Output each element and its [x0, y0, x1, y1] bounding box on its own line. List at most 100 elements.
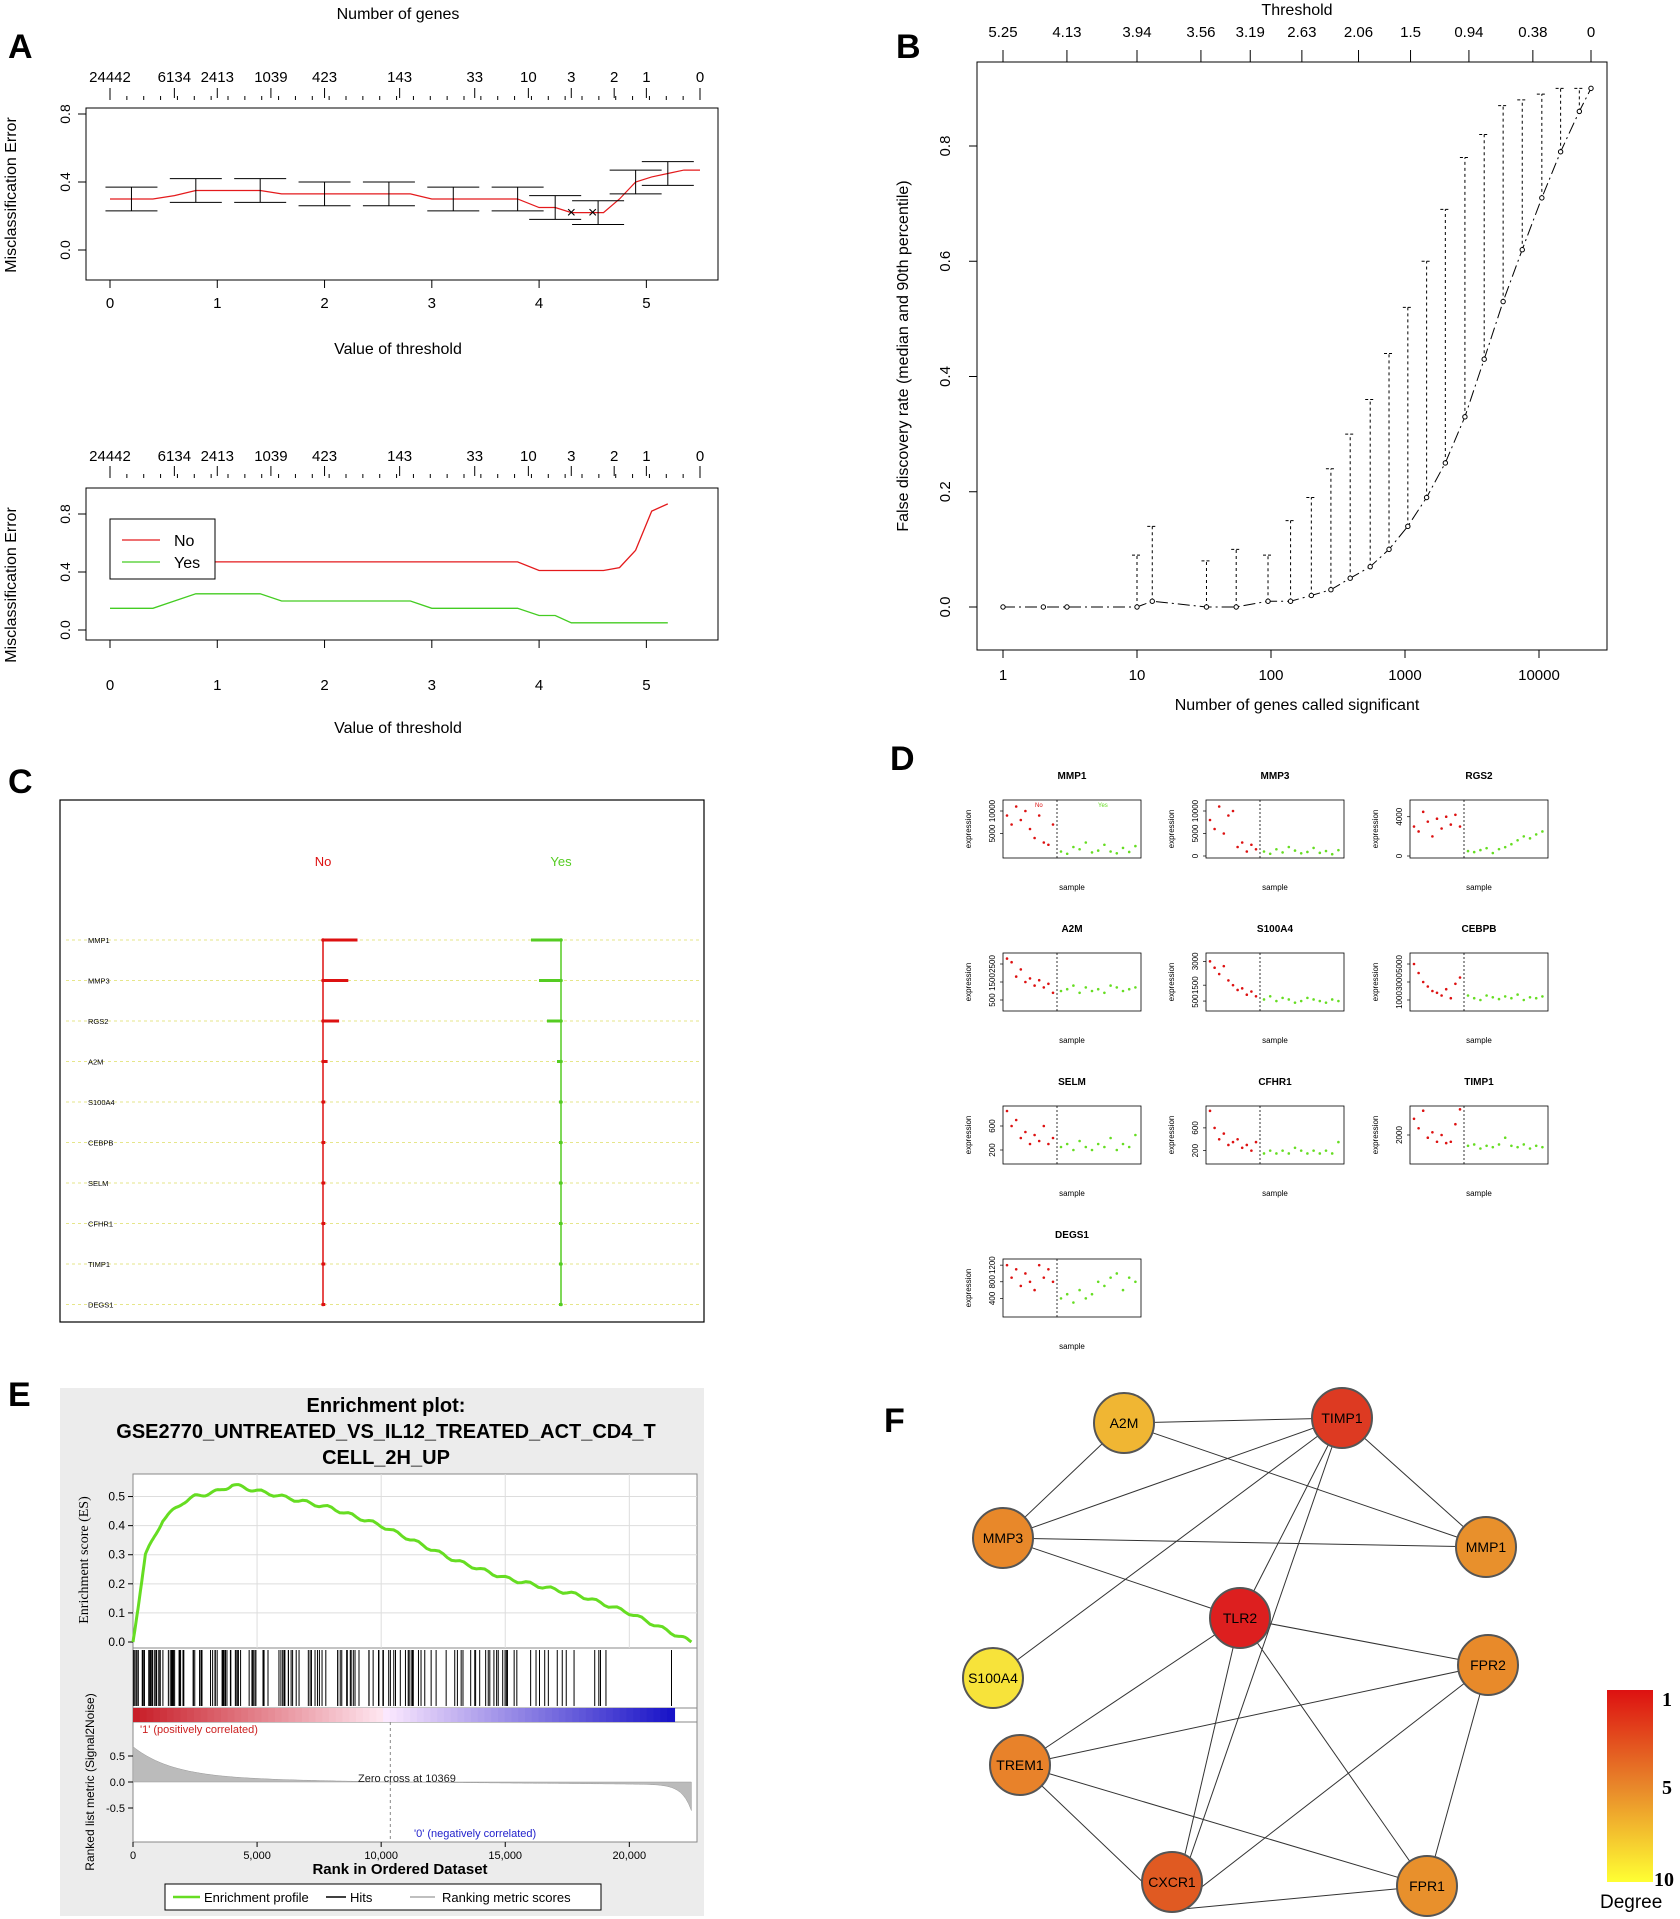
y-tick-label: 0.0 — [937, 597, 954, 618]
degree-title: Degree — [1600, 1892, 1662, 1913]
top-tick-label: 1 — [642, 448, 650, 465]
yes-sample-point — [1473, 1143, 1476, 1146]
no-sample-point — [1241, 841, 1244, 844]
gene-title: DEGS1 — [1055, 1230, 1089, 1241]
top-tick-label: 3.94 — [1122, 24, 1151, 41]
y-tick-label: 1000 — [1395, 991, 1404, 1009]
top-tick-label: 0 — [696, 69, 704, 86]
yes-sample-point — [1085, 1297, 1088, 1300]
y-axis-label: expression — [964, 963, 973, 1002]
top-tick-label: 1039 — [254, 69, 287, 86]
yes-sample-point — [1072, 1149, 1075, 1152]
no-sample-point — [1015, 1268, 1018, 1271]
gene-label: DEGS1 — [88, 1301, 113, 1310]
yes-sample-point — [1269, 995, 1272, 998]
edge-mmp3-tlr2 — [1003, 1538, 1240, 1618]
no-sample-point — [1422, 1109, 1425, 1112]
gene-title: MMP1 — [1058, 771, 1087, 782]
gene-label: CFHR1 — [88, 1220, 113, 1229]
x-tick-label: 1 — [999, 667, 1007, 684]
no-sample-point — [1033, 1289, 1036, 1292]
no-sample-point — [1450, 1140, 1453, 1143]
yes-sample-point — [1312, 998, 1315, 1001]
rank-y-tick-label: 0.5 — [110, 1751, 125, 1763]
yes-sample-point — [1504, 1136, 1507, 1139]
plot-frame — [1003, 1106, 1141, 1164]
plot-frame — [1410, 1106, 1548, 1164]
expression-plot-degs1: DEGS1expressionsample4008001200 — [964, 1230, 1141, 1351]
y-tick-label: 200 — [1191, 1143, 1200, 1157]
top-tick-label: 143 — [387, 448, 412, 465]
top-tick-label: 10 — [520, 69, 537, 86]
group-no-tag: No — [1035, 803, 1043, 809]
yes-sample-point — [1122, 1289, 1125, 1292]
plot-frame — [1003, 800, 1141, 858]
panel-e-xlabel: Rank in Ordered Dataset — [312, 1861, 487, 1878]
y-axis-label: expression — [1167, 963, 1176, 1002]
node-trem1: TREM1 — [990, 1735, 1050, 1795]
panel-c-col-no: No — [315, 854, 332, 869]
y-axis-label: expression — [1167, 1116, 1176, 1155]
yes-sample-point — [1085, 841, 1088, 844]
no-sample-point — [1232, 810, 1235, 813]
node-fpr2: FPR2 — [1458, 1635, 1518, 1695]
yes-sample-point — [1516, 993, 1519, 996]
no-sample-point — [1413, 1118, 1416, 1121]
no-sample-point — [1043, 1125, 1046, 1128]
x-tick-label: 1000 — [1388, 667, 1421, 684]
top-tick-label: 33 — [466, 69, 483, 86]
panel-b-x-axis: 1 10 100 1000 10000 — [999, 650, 1560, 684]
fdr-median-point — [1443, 461, 1447, 465]
y-tick-label: 0.4 — [57, 562, 73, 582]
x-axis-label: sample — [1262, 1189, 1288, 1198]
yes-sample-point — [1325, 1001, 1328, 1004]
top-tick-label: 24442 — [89, 69, 131, 86]
top-tick-label: 3 — [567, 69, 575, 86]
no-sample-point — [1006, 1110, 1009, 1113]
yes-sample-point — [1300, 1000, 1303, 1003]
x-axis-label: sample — [1262, 1036, 1288, 1045]
yes-sample-point — [1097, 988, 1100, 991]
no-sample-point — [1209, 819, 1212, 822]
yes-sample-point — [1498, 998, 1501, 1001]
no-sample-point — [1033, 837, 1036, 840]
panel-e-rank-ylabel: Ranked list metric (Signal2Noise) — [83, 1693, 97, 1870]
y-tick-label: 2000 — [1395, 1126, 1404, 1144]
yes-sample-point — [1306, 1152, 1309, 1155]
x-tick-label: 20,000 — [612, 1850, 646, 1862]
es-y-tick-label: 0.2 — [108, 1577, 125, 1591]
gene-title: A2M — [1061, 924, 1082, 935]
legend-ranking-label: Ranking metric scores — [442, 1890, 571, 1905]
panel-e-letter: E — [8, 1376, 31, 1414]
fdr-median-point — [1387, 547, 1391, 551]
fdr-median-point — [1558, 150, 1562, 154]
y-tick-label: 3000 — [1191, 952, 1200, 970]
no-sample-point — [1450, 997, 1453, 1000]
yes-sample-point — [1535, 997, 1538, 1000]
panel-a-top-axis-ticks: 24442 6134 2413 1039 423 143 33 10 3 2 1 0 — [89, 69, 704, 100]
metric-colorbar-cell — [667, 1708, 675, 1722]
x-tick-label: 10000 — [1518, 667, 1560, 684]
yes-sample-point — [1134, 845, 1137, 848]
panel-f-letter: F — [884, 1402, 905, 1440]
expression-plot-rgs2: RGS2 expression sample 0 4000 — [1371, 771, 1548, 892]
node-cxcr1: CXCR1 — [1142, 1852, 1202, 1912]
y-tick-label: 5000 — [988, 824, 997, 842]
fdr-median-point — [1406, 524, 1410, 528]
degree-mid-label: 5 — [1662, 1777, 1672, 1799]
x-tick-label: 1 — [213, 295, 221, 312]
yes-sample-point — [1109, 850, 1112, 853]
yes-sample-point — [1085, 986, 1088, 989]
fdr-median-point — [1266, 599, 1270, 603]
yes-sample-point — [1078, 848, 1081, 851]
node-s100a4: S100A4 — [963, 1648, 1023, 1708]
yes-sample-point — [1281, 997, 1284, 1000]
panel-a-bottom-x-axis: 0 1 2 3 4 5 — [106, 640, 651, 694]
yes-sample-point — [1337, 1141, 1340, 1144]
gene-label: TIMP1 — [88, 1260, 110, 1269]
no-sample-point — [1213, 1127, 1216, 1130]
no-sample-point — [1052, 992, 1055, 995]
fdr-median-point — [1463, 415, 1467, 419]
y-tick-label: 500 — [1191, 994, 1200, 1008]
no-sample-point — [1006, 814, 1009, 817]
